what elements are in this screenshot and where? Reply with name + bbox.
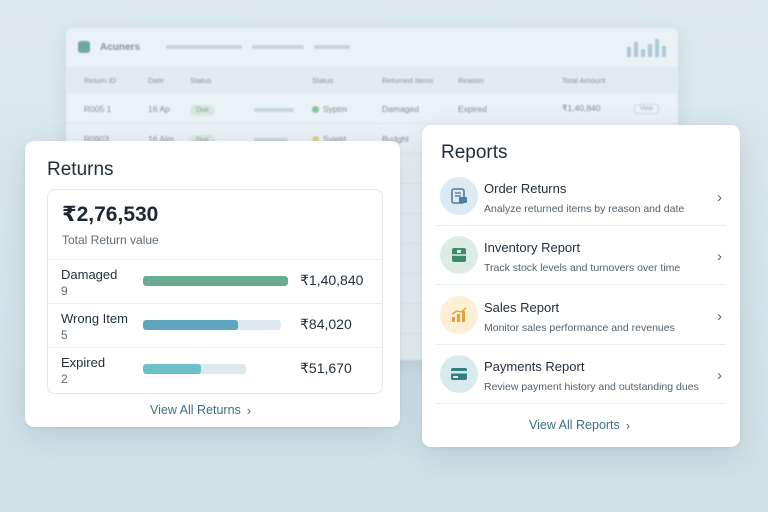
chevron-right-icon: › — [246, 402, 252, 418]
returns-title: Returns — [47, 159, 114, 180]
reason-bar-track — [143, 320, 281, 330]
payment-card-icon — [440, 355, 478, 393]
returns-card: Returns ₹2,76,530 Total Return value Dam… — [25, 141, 400, 427]
sales-chart-icon — [440, 296, 478, 334]
reason-label: Expired — [61, 355, 106, 370]
chevron-right-icon: › — [717, 248, 722, 265]
report-item-sales[interactable]: Sales Report Monitor sales performance a… — [436, 286, 726, 345]
col-header: Total Amount — [562, 75, 606, 85]
cell: Budghl — [382, 133, 409, 144]
reason-count: 5 — [61, 328, 68, 342]
cell: 16 Alm — [148, 133, 174, 144]
return-reason-row: Wrong Item 5 ₹84,020 — [48, 303, 382, 346]
reason-bar-track — [143, 364, 246, 374]
background-topbar: Acuners — [66, 28, 678, 66]
cell: Expired — [458, 103, 487, 114]
report-item-payments[interactable]: Payments Report Review payment history a… — [436, 345, 726, 404]
view-all-returns-link[interactable]: View All Returns › — [150, 403, 251, 417]
app-logo-icon — [78, 41, 90, 53]
cell: Damaged — [382, 103, 419, 114]
status-chip: Due — [190, 134, 215, 146]
report-description: Analyze returned items by reason and dat… — [484, 203, 685, 215]
placeholder-bar — [314, 45, 351, 49]
total-return-label: Total Return value — [62, 233, 159, 247]
table-row: R005 1 16 Ap Due Syptm Damaged Expired ₹… — [66, 94, 678, 124]
report-description: Track stock levels and turnovers over ti… — [484, 262, 681, 274]
total-return-amount: ₹2,76,530 — [62, 203, 159, 226]
cell: ₹1,40,840 — [562, 103, 601, 113]
view-all-reports-link[interactable]: View All Reports › — [529, 418, 630, 432]
background-table-header: Return ID Date Status Status Returned It… — [66, 66, 678, 94]
app-name: Acuners — [100, 41, 141, 53]
return-reason-row: Expired 2 ₹51,670 — [48, 347, 382, 390]
chevron-right-icon: › — [717, 189, 722, 206]
row-action-button[interactable]: View — [634, 103, 659, 114]
view-all-returns-label: View All Returns — [150, 403, 241, 417]
report-title: Order Returns — [484, 181, 567, 196]
reports-title: Reports — [441, 142, 508, 163]
return-reason-row: Damaged 9 ₹1,40,840 — [48, 259, 382, 302]
cell: Syptm — [323, 103, 348, 114]
returns-summary-box: ₹2,76,530 Total Return value Damaged 9 ₹… — [47, 189, 383, 394]
reason-count: 9 — [61, 284, 68, 298]
chevron-right-icon: › — [717, 367, 722, 384]
reports-card: Reports Order Returns Analyze returned i… — [422, 125, 740, 447]
col-header: Returned Items — [382, 75, 434, 85]
report-description: Review payment history and outstanding d… — [484, 381, 699, 393]
chevron-right-icon: › — [625, 417, 631, 433]
report-title: Payments Report — [484, 359, 585, 374]
reason-label: Damaged — [61, 267, 118, 282]
reason-count: 2 — [61, 372, 68, 386]
reason-label: Wrong Item — [61, 311, 128, 326]
col-header: Return ID — [84, 75, 117, 85]
col-header: Date — [148, 75, 164, 85]
order-returns-icon — [440, 177, 478, 215]
reason-bar-track — [143, 276, 288, 286]
chevron-right-icon: › — [717, 308, 722, 325]
cell: 16 Ap — [148, 103, 170, 114]
status-chip: Due — [190, 104, 215, 116]
reason-bar-fill — [143, 320, 239, 330]
placeholder-bar — [254, 137, 288, 142]
reason-bar-fill — [143, 364, 201, 374]
report-title: Sales Report — [484, 300, 560, 315]
col-header: Status — [312, 75, 334, 85]
status-dot — [312, 135, 319, 143]
mini-bar-chart-icon — [627, 37, 666, 57]
placeholder-bar — [254, 107, 294, 112]
report-description: Monitor sales performance and revenues — [484, 322, 675, 334]
cell: R005 1 — [84, 103, 112, 114]
cell: Syield — [323, 133, 347, 144]
status-dot — [312, 105, 319, 113]
placeholder-bar — [252, 45, 305, 49]
col-header: Reason — [458, 75, 484, 85]
reason-value: ₹84,020 — [300, 316, 352, 332]
col-header: Status — [190, 75, 212, 85]
reason-value: ₹51,670 — [300, 360, 352, 376]
report-item-order-returns[interactable]: Order Returns Analyze returned items by … — [436, 167, 726, 226]
cell: R0903 — [84, 133, 110, 144]
reason-bar-fill — [143, 276, 288, 286]
placeholder-bar — [166, 45, 243, 49]
view-all-reports-label: View All Reports — [529, 418, 620, 432]
inventory-icon — [440, 236, 478, 274]
report-title: Inventory Report — [484, 240, 581, 255]
reason-value: ₹1,40,840 — [300, 272, 364, 288]
report-item-inventory[interactable]: Inventory Report Track stock levels and … — [436, 226, 726, 285]
